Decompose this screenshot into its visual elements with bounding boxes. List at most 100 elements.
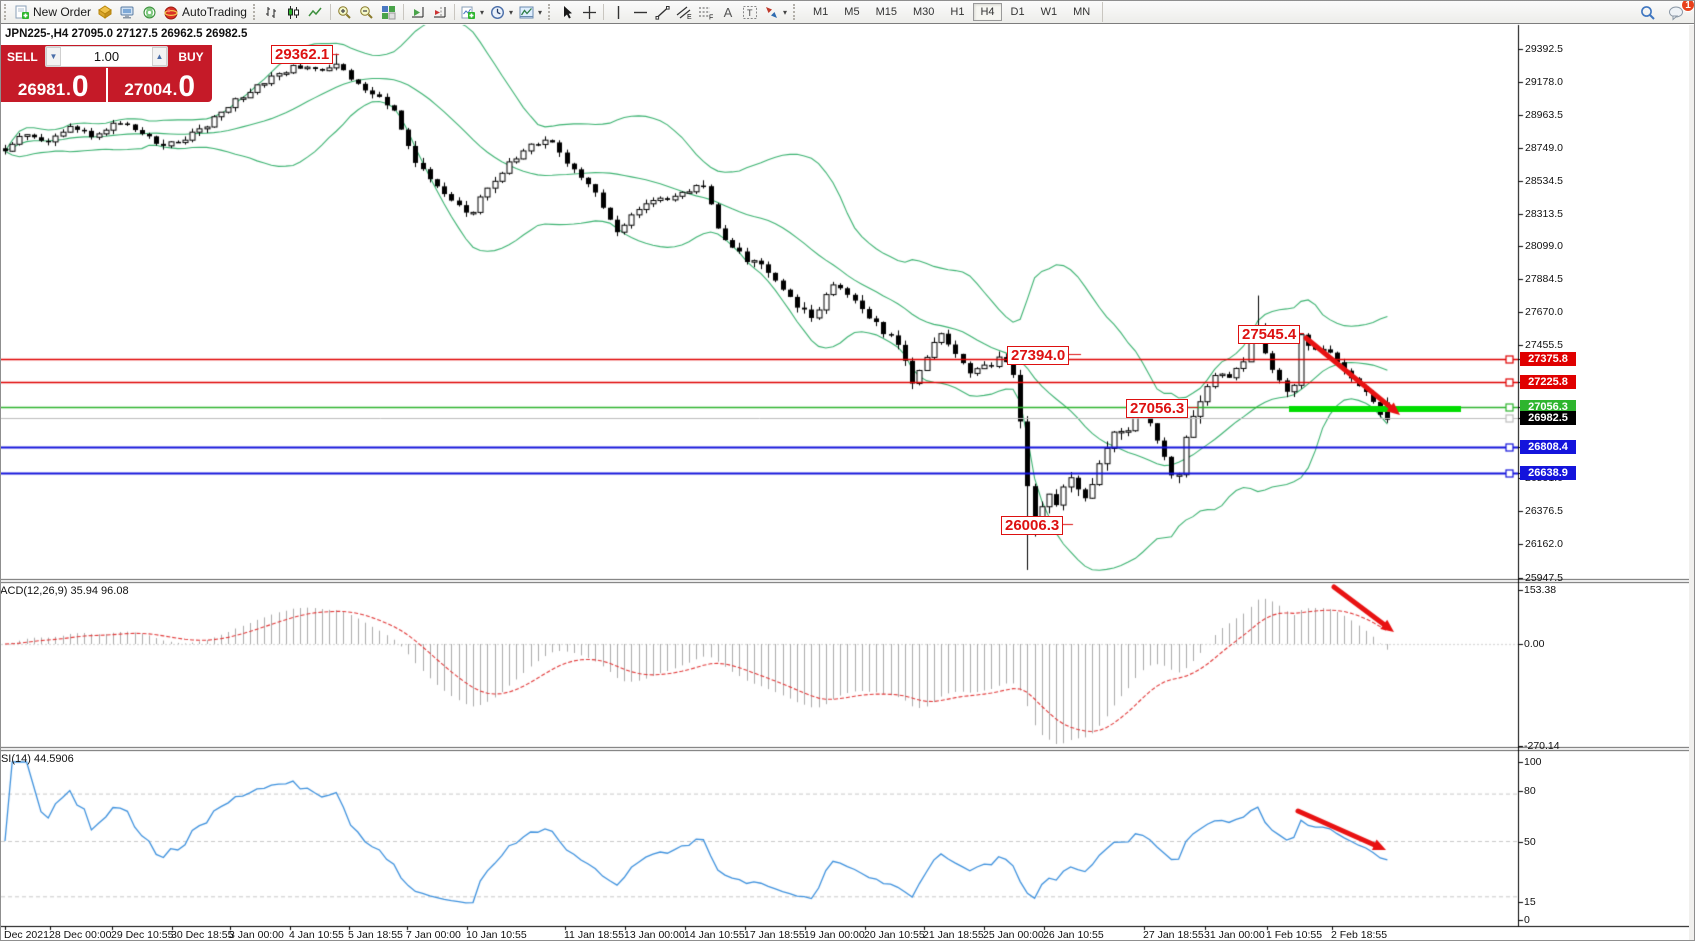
templates-icon <box>519 5 534 20</box>
tile-windows-button[interactable] <box>378 2 400 22</box>
cursor-tool-button[interactable] <box>556 2 578 22</box>
trendline-tool-button[interactable] <box>651 2 673 22</box>
auto-scroll-icon <box>410 5 425 20</box>
timeframe-button-h1[interactable]: H1 <box>943 3 971 21</box>
zoom-out-button[interactable] <box>356 2 378 22</box>
svg-text:T: T <box>747 8 753 18</box>
new-order-button[interactable]: New Order <box>12 2 94 22</box>
dropdown-caret-icon: ▾ <box>783 7 788 17</box>
candlestick-chart-icon <box>286 5 301 20</box>
time-axis-label: 30 Dec 18:55 <box>171 929 234 941</box>
price-axis-badge: 27056.3 <box>1520 400 1576 414</box>
notifications-button[interactable] <box>1665 3 1688 23</box>
price-axis-label: 28749.0 <box>1525 142 1563 154</box>
new-order-label: New Order <box>33 5 92 19</box>
signals-icon <box>142 5 157 20</box>
time-axis-label: 26 Jan 10:55 <box>1043 929 1104 941</box>
vertical-line-tool-button[interactable] <box>607 2 629 22</box>
notification-count-badge[interactable]: 1 <box>1681 1 1694 12</box>
timeframe-button-d1[interactable]: D1 <box>1004 3 1032 21</box>
time-axis-label: 13 Jan 00:00 <box>624 929 685 941</box>
macd-indicator-label: MACD(12,26,9) 35.94 96.08 <box>0 585 129 597</box>
timeframe-button-m30[interactable]: M30 <box>906 3 941 21</box>
window-right-edge <box>1689 25 1694 940</box>
terminal-icon <box>120 5 135 20</box>
sell-button[interactable]: SELL <box>1 45 43 68</box>
toolbar-grip[interactable] <box>4 4 9 20</box>
arrows-tool-icon <box>764 5 779 20</box>
zoom-in-button[interactable] <box>334 2 356 22</box>
equidistant-channel-tool-button[interactable]: E <box>673 2 695 22</box>
text-tool-button[interactable]: A <box>717 2 739 22</box>
price-callout-label[interactable]: 27056.3 <box>1126 399 1189 418</box>
timeframe-button-h4[interactable]: H4 <box>973 3 1002 21</box>
price-callout-label[interactable]: 27394.0 <box>1007 346 1070 365</box>
timeframe-button-mn[interactable]: MN <box>1066 3 1097 21</box>
new-chart-button[interactable]: ▾ <box>458 2 487 22</box>
price-axis-label: 26376.5 <box>1525 505 1563 517</box>
text-label-icon: T <box>742 5 758 20</box>
timeframe-toolbar: M1 M5 M15 M30 H1 H4 D1 W1 MN <box>805 2 1104 22</box>
toolbar-grip[interactable] <box>793 4 798 20</box>
zoom-in-icon <box>337 5 352 20</box>
macd-axis-label: 153.38 <box>1524 584 1557 596</box>
fibonacci-tool-button[interactable]: F <box>695 2 717 22</box>
crosshair-tool-button[interactable] <box>578 2 600 22</box>
price-callout-label[interactable]: 29362.1 <box>271 45 334 64</box>
terminal-button[interactable] <box>116 2 138 22</box>
bar-chart-icon <box>264 5 279 20</box>
volume-decrease-button[interactable]: ▼ <box>46 47 61 66</box>
templates-button[interactable]: ▾ <box>516 2 545 22</box>
one-click-trading-panel: SELL ▼ ▲ BUY 26981.0 27004.0 <box>1 45 212 102</box>
price-callout-label[interactable]: 26006.3 <box>1001 516 1064 535</box>
text-label-tool-button[interactable]: T <box>739 2 761 22</box>
bar-chart-button[interactable] <box>261 2 283 22</box>
timeframe-button-m1[interactable]: M1 <box>806 3 835 21</box>
time-axis-label: 7 Jan 00:00 <box>406 929 461 941</box>
buy-button[interactable]: BUY <box>170 45 212 68</box>
timeframe-button-m15[interactable]: M15 <box>869 3 904 21</box>
volume-increase-button[interactable]: ▲ <box>152 47 167 66</box>
price-axis-label: 28313.5 <box>1525 208 1563 220</box>
volume-box: ▼ ▲ <box>45 46 168 67</box>
autotrading-button[interactable]: AutoTrading <box>160 2 250 22</box>
toolbar-grip[interactable] <box>548 4 553 20</box>
rsi-axis-label: 15 <box>1524 896 1536 908</box>
arrows-tool-button[interactable]: ▾ <box>761 2 790 22</box>
price-axis-badge: 26638.9 <box>1520 466 1576 480</box>
search-icon <box>1640 5 1656 21</box>
dropdown-caret-icon: ▾ <box>508 7 513 17</box>
price-axis-badge: 26982.5 <box>1520 411 1576 425</box>
sell-price[interactable]: 26981. 0 <box>1 68 108 102</box>
dropdown-caret-icon: ▾ <box>479 7 484 17</box>
price-axis-label: 29178.0 <box>1525 76 1563 88</box>
sell-price-main: 26981 <box>17 80 66 99</box>
toolbar-grip[interactable] <box>252 4 258 20</box>
time-axis-label: 2 Feb 18:55 <box>1331 929 1388 941</box>
timeframe-button-w1[interactable]: W1 <box>1034 3 1065 21</box>
line-chart-button[interactable] <box>305 2 327 22</box>
signals-button[interactable] <box>138 2 160 22</box>
candlestick-chart-button[interactable] <box>283 2 305 22</box>
buy-price[interactable]: 27004. 0 <box>108 68 213 102</box>
timeframe-button-m5[interactable]: M5 <box>837 3 866 21</box>
time-axis-label: 29 Dec 10:55 <box>111 929 174 941</box>
time-axis-label: 5 Jan 18:55 <box>348 929 403 941</box>
time-axis-label: 27 Jan 18:55 <box>1143 929 1204 941</box>
macd-axis-label: -270.14 <box>1524 740 1560 752</box>
periods-button[interactable]: ▾ <box>487 2 516 22</box>
new-chart-icon <box>461 5 476 20</box>
search-button[interactable] <box>1637 3 1659 23</box>
chart-shift-button[interactable] <box>429 2 451 22</box>
market-watch-button[interactable] <box>94 2 116 22</box>
volume-input[interactable] <box>61 48 152 65</box>
periods-clock-icon <box>490 5 505 20</box>
auto-scroll-button[interactable] <box>407 2 429 22</box>
time-axis-label: 21 Jan 18:55 <box>923 929 984 941</box>
price-callout-label[interactable]: 27545.4 <box>1238 325 1301 344</box>
horizontal-line-tool-button[interactable] <box>629 2 651 22</box>
svg-text:E: E <box>687 14 692 20</box>
price-axis-label: 25947.5 <box>1525 572 1563 584</box>
